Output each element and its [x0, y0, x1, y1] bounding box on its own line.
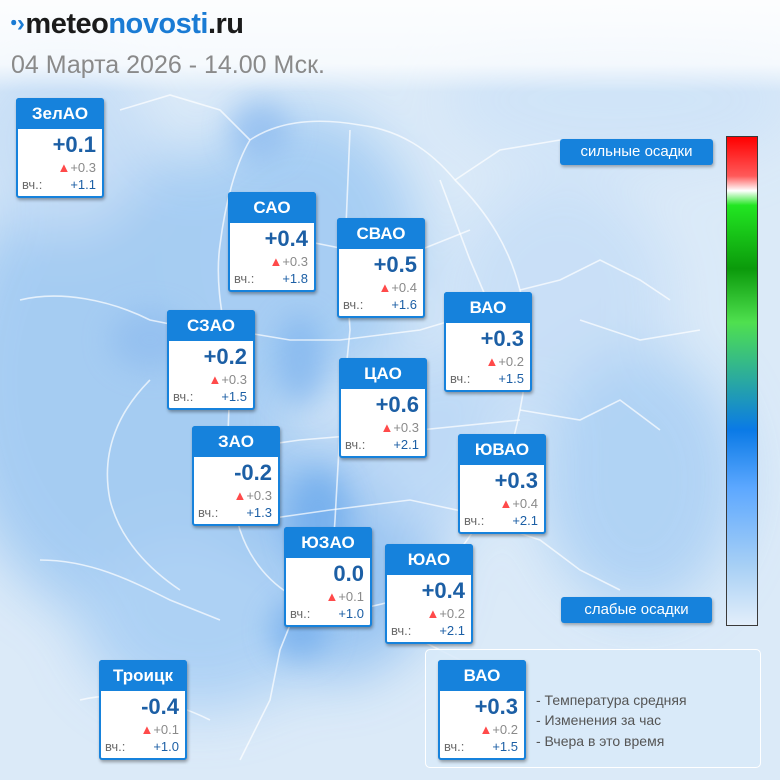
yesterday-temperature: +2.1 [393, 437, 419, 452]
district-name: ЗелАО [16, 98, 104, 129]
avg-temperature: +0.3 [494, 468, 538, 493]
hourly-change: ▲+0.1 [140, 722, 179, 737]
yesterday-temperature: +1.5 [498, 371, 524, 386]
district-card-zao: ЗАО -0.2 ▲+0.3 вч.: +1.3 [192, 426, 280, 526]
district-name: ЮАО [385, 544, 473, 575]
hourly-change: ▲+0.2 [479, 722, 518, 737]
avg-temperature: -0.2 [234, 460, 272, 485]
hourly-change: ▲+0.3 [269, 254, 308, 269]
up-triangle-icon: ▲ [140, 722, 154, 737]
district-name: ЗАО [192, 426, 280, 457]
up-triangle-icon: ▲ [325, 589, 339, 604]
legend-item-yesterday: - Вчера в это время [536, 733, 665, 749]
site-logo[interactable]: ꞏ›meteonovosti.ru [10, 8, 244, 40]
scale-label-heavy: сильные осадки [560, 139, 713, 165]
yesterday-temperature: +1.0 [153, 739, 179, 754]
avg-temperature: +0.6 [375, 392, 419, 417]
up-triangle-icon: ▲ [380, 420, 394, 435]
scale-label-light: слабые осадки [561, 597, 712, 623]
district-card-cao: ЦАО +0.6 ▲+0.3 вч.: +2.1 [339, 358, 427, 458]
precipitation-scale-bar [726, 136, 758, 626]
district-card-yuvao: ЮВАО +0.3 ▲+0.4 вч.: +2.1 [458, 434, 546, 534]
yesterday-temperature: +1.6 [391, 297, 417, 312]
yesterday-temperature: +1.5 [221, 389, 247, 404]
hourly-change: ▲+0.3 [380, 420, 419, 435]
up-triangle-icon: ▲ [378, 280, 392, 295]
hourly-change: ▲+0.4 [499, 496, 538, 511]
district-name: САО [228, 192, 316, 223]
district-card-yuao: ЮАО +0.4 ▲+0.2 вч.: +2.1 [385, 544, 473, 644]
district-name: ВАО [438, 660, 526, 691]
logo-mark-icon: ꞏ› [10, 10, 25, 37]
yesterday-temperature: +2.1 [439, 623, 465, 638]
district-card-yuzao: ЮЗАО 0.0 ▲+0.1 вч.: +1.0 [284, 527, 372, 627]
legend-box: ВАО +0.3 ▲+0.2 вч.: +1.5 - Температура ср… [425, 649, 761, 768]
avg-temperature: -0.4 [141, 694, 179, 719]
yesterday-temperature: +1.0 [338, 606, 364, 621]
header: ꞏ›meteonovosti.ru 04 Марта 2026 - 14.00 … [0, 0, 780, 92]
yesterday-temperature: +1.8 [282, 271, 308, 286]
hourly-change: ▲+0.3 [208, 372, 247, 387]
hourly-change: ▲+0.3 [233, 488, 272, 503]
up-triangle-icon: ▲ [269, 254, 283, 269]
district-card-svao: СВАО +0.5 ▲+0.4 вч.: +1.6 [337, 218, 425, 318]
up-triangle-icon: ▲ [208, 372, 222, 387]
up-triangle-icon: ▲ [57, 160, 71, 175]
hourly-change: ▲+0.2 [485, 354, 524, 369]
yesterday-temperature: +1.1 [70, 177, 96, 192]
up-triangle-icon: ▲ [426, 606, 440, 621]
up-triangle-icon: ▲ [485, 354, 499, 369]
legend-sample-card: ВАО +0.3 ▲+0.2 вч.: +1.5 [438, 660, 526, 760]
hourly-change: ▲+0.1 [325, 589, 364, 604]
avg-temperature: +0.4 [421, 578, 465, 603]
district-name: ЮВАО [458, 434, 546, 465]
yesterday-temperature: +1.5 [492, 739, 518, 754]
district-name: Троицк [99, 660, 187, 691]
yesterday-temperature: +1.3 [246, 505, 272, 520]
district-card-troitsk: Троицк -0.4 ▲+0.1 вч.: +1.0 [99, 660, 187, 760]
district-name: СЗАО [167, 310, 255, 341]
avg-temperature: 0.0 [333, 561, 364, 586]
avg-temperature: +0.4 [264, 226, 308, 251]
district-name: СВАО [337, 218, 425, 249]
avg-temperature: +0.1 [52, 132, 96, 157]
hourly-change: ▲+0.2 [426, 606, 465, 621]
legend-item-hourly-change: - Изменения за час [536, 712, 662, 728]
avg-temperature: +0.3 [480, 326, 524, 351]
district-name: ВАО [444, 292, 532, 323]
district-name: ЦАО [339, 358, 427, 389]
district-name: ЮЗАО [284, 527, 372, 558]
up-triangle-icon: ▲ [233, 488, 247, 503]
hourly-change: ▲+0.4 [378, 280, 417, 295]
yesterday-temperature: +2.1 [512, 513, 538, 528]
forecast-date: 04 Марта 2026 - 14.00 Мск. [11, 51, 325, 79]
district-card-vao: ВАО +0.3 ▲+0.2 вч.: +1.5 [444, 292, 532, 392]
district-card-zelao: ЗелАО +0.1 ▲+0.3 вч.: +1.1 [16, 98, 104, 198]
hourly-change: ▲+0.3 [57, 160, 96, 175]
legend-item-avg-temp: - Температура средняя [536, 692, 687, 708]
avg-temperature: +0.2 [203, 344, 247, 369]
district-card-szao: СЗАО +0.2 ▲+0.3 вч.: +1.5 [167, 310, 255, 410]
up-triangle-icon: ▲ [499, 496, 513, 511]
avg-temperature: +0.3 [474, 694, 518, 719]
avg-temperature: +0.5 [373, 252, 417, 277]
up-triangle-icon: ▲ [479, 722, 493, 737]
district-card-sao: САО +0.4 ▲+0.3 вч.: +1.8 [228, 192, 316, 292]
